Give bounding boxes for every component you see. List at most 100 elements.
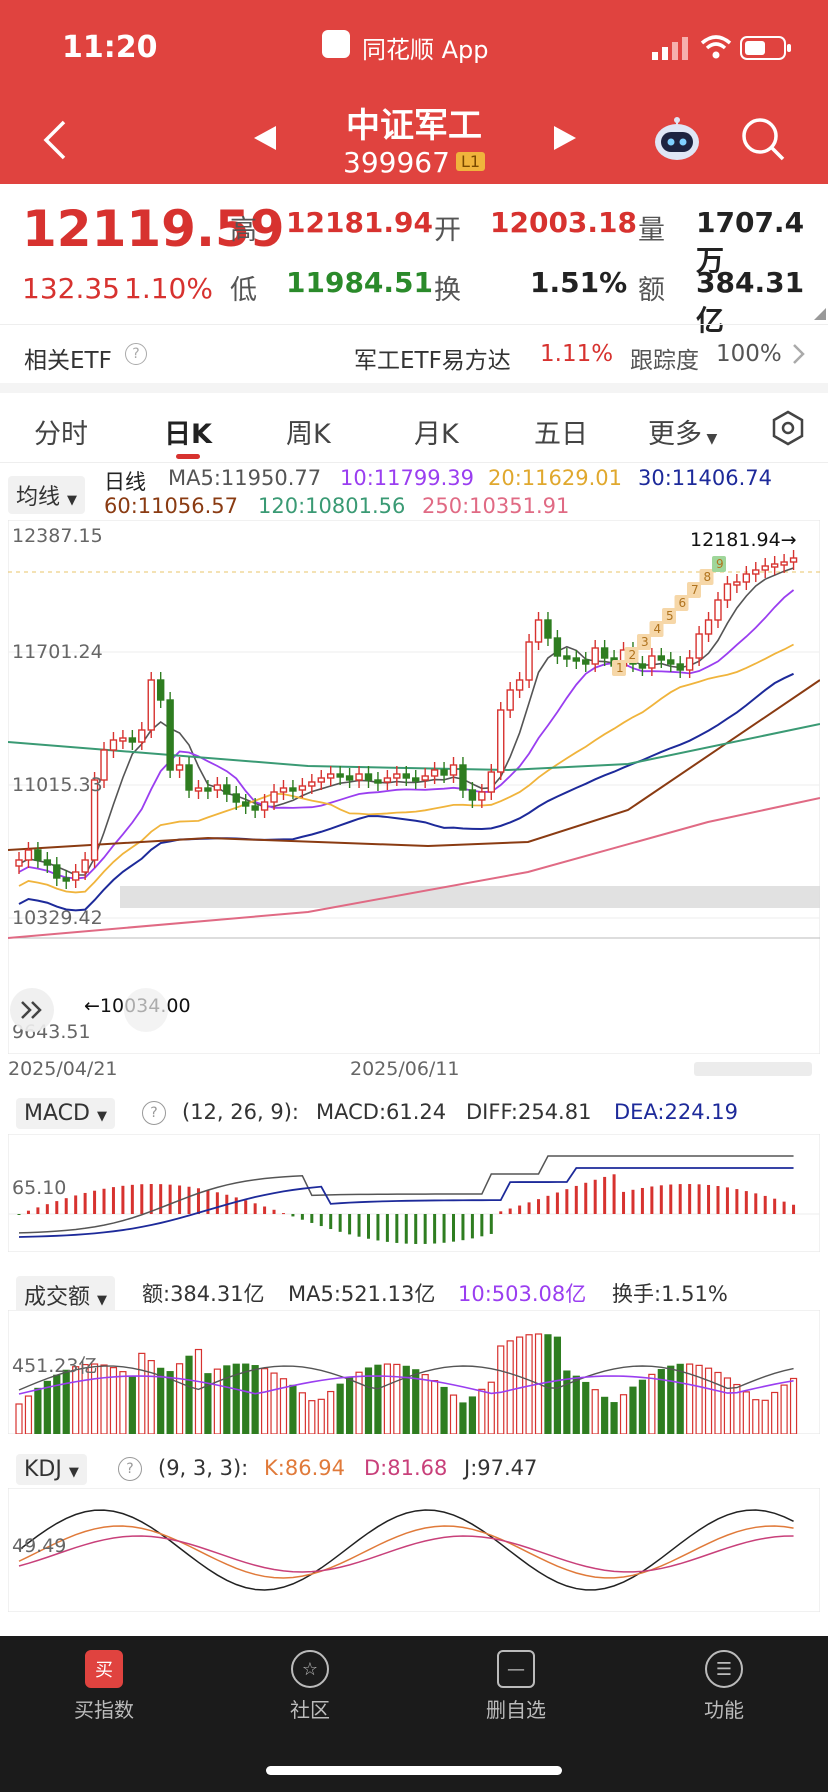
help-icon[interactable]: ? [125, 343, 147, 365]
amount-bar [100, 1364, 108, 1434]
macd-bar [196, 1188, 200, 1214]
macd-chart[interactable]: 65.10 [8, 1134, 820, 1252]
amount-bar [752, 1399, 760, 1434]
ma-selector[interactable]: 均线 ▼ [8, 476, 86, 514]
candle-body [544, 619, 552, 639]
nav-buy-index[interactable]: 买 买指数 [34, 1636, 174, 1723]
kdj-selector[interactable]: KDJ ▼ [16, 1454, 87, 1485]
amount-label: 额 [638, 275, 665, 306]
chart-scrollbar[interactable] [694, 1062, 812, 1076]
macd-bar [442, 1214, 446, 1243]
amount-selector[interactable]: 成交额 ▼ [16, 1276, 116, 1314]
amount-bar [629, 1386, 637, 1434]
amount-bar [733, 1383, 741, 1434]
amount-bar [194, 1348, 203, 1434]
candle-body [600, 647, 609, 659]
nav-functions[interactable]: ☰ 功能 [654, 1636, 794, 1723]
series-line [18, 1525, 794, 1579]
home-indicator [266, 1766, 562, 1775]
macd-bar [678, 1184, 682, 1214]
tab-five-day[interactable]: 五日 [534, 419, 588, 450]
tab-weekly-k[interactable]: 周K [286, 419, 331, 450]
sequence-marker-bg [637, 634, 651, 650]
back-icon[interactable] [40, 118, 70, 162]
macd-bar [366, 1214, 370, 1239]
macd-bar [17, 1214, 21, 1215]
macd-bar [55, 1201, 59, 1214]
amount-panel-name: 成交额 [24, 1285, 91, 1310]
nav-buy-index-label: 买指数 [74, 1698, 134, 1722]
macd-bar [574, 1185, 578, 1214]
candle-body [223, 784, 231, 795]
track-label: 跟踪度 [630, 348, 699, 374]
amount-bar [525, 1334, 533, 1434]
related-etf-bar[interactable]: 相关ETF ? 军工ETF易方达 1.11% 跟踪度 100% [0, 324, 828, 393]
sequence-marker-bg [699, 569, 714, 585]
amount-ma10: 10:503.08亿 [458, 1282, 587, 1306]
prev-stock-icon[interactable] [252, 124, 278, 152]
candle-body [100, 749, 108, 781]
amount-bar [308, 1400, 316, 1434]
candle-body [279, 787, 288, 793]
macd-y-label: 65.10 [12, 1177, 66, 1199]
amount-bar [279, 1378, 288, 1434]
macd-selector[interactable]: MACD ▼ [16, 1098, 115, 1129]
amount-bar [242, 1363, 250, 1434]
open-value: 12003.18 [490, 206, 638, 239]
candle-body [241, 801, 250, 807]
app-name: 同花顺 App [362, 36, 489, 64]
macd-bar [603, 1176, 607, 1214]
etf-name: 军工ETF易方达 [354, 348, 511, 374]
high-value: 12181.94 [286, 206, 434, 239]
amount-bar [449, 1394, 458, 1434]
nav-community[interactable]: ☆ 社区 [240, 1636, 380, 1723]
amount-bar [440, 1386, 448, 1434]
tab-intraday[interactable]: 分时 [34, 419, 88, 450]
macd-bar [93, 1190, 97, 1214]
amount-panel-value: 额:384.31亿 [142, 1282, 265, 1306]
robot-assistant-icon[interactable] [652, 114, 702, 164]
kdj-chart[interactable]: 49.49 [8, 1488, 820, 1612]
macd-bar [74, 1195, 78, 1214]
settings-hexagon-icon[interactable] [770, 410, 806, 446]
amount-bar [34, 1387, 42, 1434]
sequence-marker-bg [612, 660, 626, 676]
wifi-icon [700, 35, 732, 59]
macd-bar [716, 1186, 720, 1214]
amount-bar [175, 1363, 184, 1434]
search-icon[interactable] [740, 116, 786, 162]
candle-body [582, 659, 590, 665]
amount-bar [62, 1369, 70, 1434]
chevron-right-icon [793, 344, 805, 364]
candle-body [128, 737, 137, 743]
stock-code: 399967 [343, 146, 450, 179]
amount-bar [431, 1380, 439, 1434]
candle-body [742, 573, 751, 583]
price-band [120, 886, 820, 908]
x-label-start: 2025/04/21 [8, 1058, 118, 1080]
sequence-marker-label: 9 [716, 557, 724, 571]
macd-help-icon[interactable]: ? [142, 1101, 166, 1125]
next-stock-icon[interactable] [552, 124, 578, 152]
sequence-marker-label: 3 [641, 635, 649, 649]
macd-bar [763, 1195, 767, 1214]
expand-chart-button[interactable] [10, 988, 54, 1032]
amount-bar [686, 1363, 694, 1434]
max-price-marker: 12181.94→ [690, 529, 797, 551]
track-value: 100% [716, 341, 782, 367]
expand-corner-icon[interactable] [814, 308, 826, 320]
macd-bar [244, 1200, 248, 1214]
series-line [18, 1155, 794, 1234]
amount-chart[interactable]: 451.23亿 [8, 1310, 820, 1434]
crosshair-button[interactable] [124, 988, 168, 1032]
macd-bar [725, 1187, 729, 1214]
kdj-y-label: 49.49 [12, 1535, 66, 1557]
tab-more[interactable]: 更多 ▼ [648, 419, 718, 450]
nav-remove-watchlist[interactable]: — 删自选 [446, 1636, 586, 1723]
tab-monthly-k[interactable]: 月K [414, 419, 459, 450]
macd-lines [18, 1155, 794, 1238]
amount-bar [619, 1394, 628, 1434]
kdj-help-icon[interactable]: ? [118, 1457, 142, 1481]
tab-daily-k[interactable]: 日K [164, 419, 212, 450]
